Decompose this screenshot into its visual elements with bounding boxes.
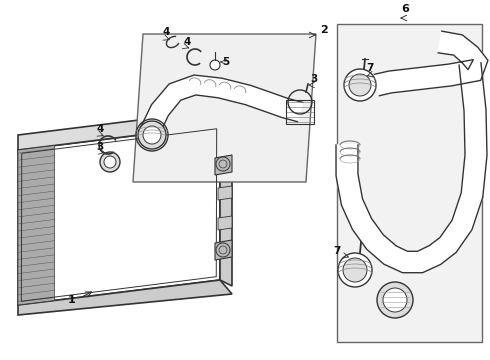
Circle shape: [383, 288, 407, 312]
Circle shape: [104, 156, 116, 168]
Text: 2: 2: [320, 25, 328, 35]
Polygon shape: [18, 145, 54, 305]
Polygon shape: [215, 155, 232, 175]
Text: 4: 4: [96, 124, 103, 134]
Polygon shape: [374, 31, 488, 96]
Polygon shape: [337, 24, 482, 342]
Circle shape: [143, 126, 161, 144]
Text: 3: 3: [96, 142, 103, 152]
Polygon shape: [18, 280, 232, 315]
Circle shape: [344, 69, 376, 101]
Text: 4: 4: [162, 27, 170, 37]
Text: 6: 6: [401, 4, 409, 14]
Text: 4: 4: [183, 37, 191, 47]
Text: 7: 7: [366, 63, 373, 73]
Circle shape: [338, 253, 372, 287]
Polygon shape: [18, 110, 220, 150]
Polygon shape: [139, 75, 303, 139]
Circle shape: [349, 74, 371, 96]
Polygon shape: [218, 216, 232, 230]
Circle shape: [138, 121, 166, 149]
Circle shape: [377, 282, 413, 318]
Polygon shape: [18, 125, 220, 305]
Polygon shape: [220, 125, 232, 286]
Circle shape: [100, 152, 120, 172]
Text: 7: 7: [333, 246, 341, 256]
Polygon shape: [133, 34, 316, 182]
Text: 3: 3: [310, 74, 317, 84]
Polygon shape: [215, 240, 232, 260]
Text: 1: 1: [68, 295, 76, 305]
Polygon shape: [218, 186, 232, 200]
Circle shape: [343, 258, 367, 282]
Circle shape: [210, 60, 220, 70]
Polygon shape: [336, 63, 487, 273]
Text: 5: 5: [222, 57, 229, 67]
